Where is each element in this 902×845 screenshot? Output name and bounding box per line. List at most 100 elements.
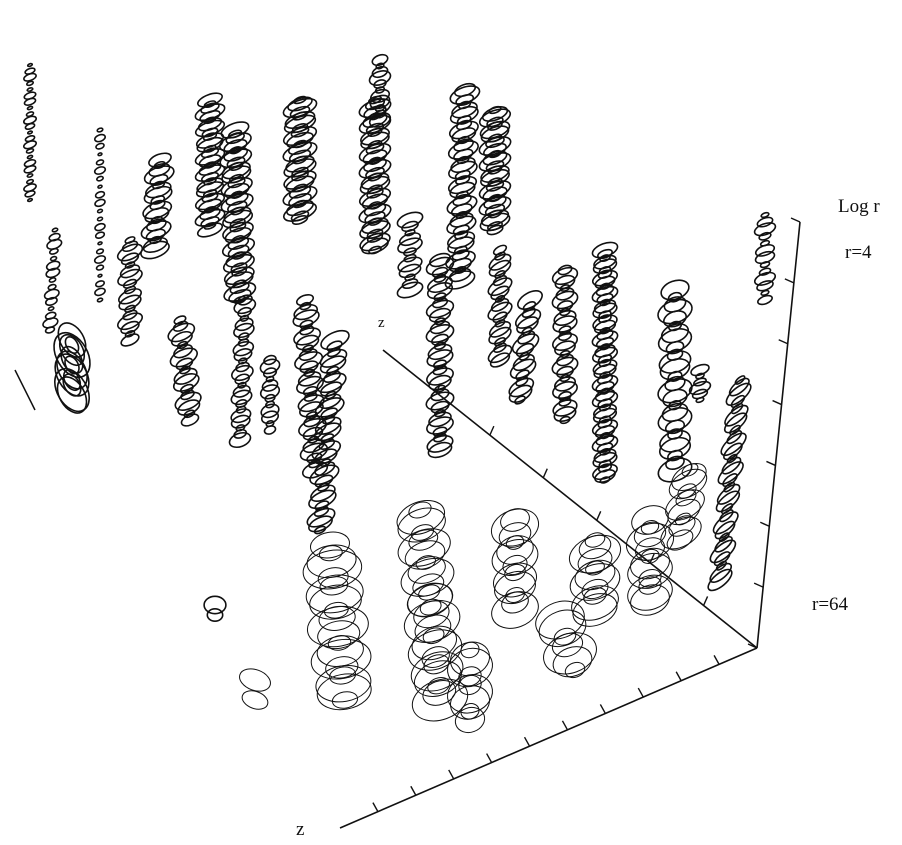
ellipse-cloud (14, 53, 777, 734)
ellipse (196, 222, 224, 238)
ellipse (179, 383, 194, 394)
ellipse (419, 598, 442, 616)
ellipse (720, 432, 747, 457)
ellipse (695, 396, 705, 404)
ellipse (422, 627, 445, 645)
ellipse (487, 277, 513, 297)
ellipse (671, 463, 707, 491)
ellipse (413, 660, 462, 697)
ellipse (423, 654, 450, 675)
ellipse (396, 211, 424, 229)
ellipse (585, 560, 605, 576)
ellipse (24, 122, 36, 130)
ellipse (227, 236, 250, 250)
ellipse (95, 142, 105, 150)
ellipse (291, 215, 309, 225)
ellipse (596, 292, 614, 304)
ellipse (397, 237, 423, 254)
ellipse (26, 173, 34, 178)
ellipse (398, 232, 422, 247)
tick (790, 217, 801, 223)
ellipse (456, 115, 472, 125)
ellipse (487, 301, 513, 321)
ellipse (94, 231, 106, 239)
ellipse (514, 308, 542, 329)
tick (448, 769, 455, 780)
ellipse (498, 522, 532, 548)
ellipse (428, 411, 452, 428)
r-top-label: r=4 (845, 242, 872, 263)
ellipse (635, 537, 665, 561)
ellipse (53, 331, 91, 379)
ellipse (241, 690, 269, 710)
ellipse (308, 489, 337, 510)
ellipse (228, 431, 252, 449)
ellipse (668, 515, 696, 537)
tick (489, 425, 495, 436)
ellipse (292, 309, 320, 328)
ellipse (408, 501, 432, 519)
ellipse (118, 288, 142, 305)
ellipse (432, 426, 448, 437)
ellipse (305, 411, 318, 420)
ellipse (234, 317, 254, 332)
ellipse (753, 271, 777, 286)
ellipse (638, 568, 662, 588)
ellipse (93, 255, 107, 264)
stray-stroke (14, 369, 36, 411)
ellipse (24, 190, 36, 198)
ellipse (407, 556, 446, 584)
ellipse (552, 646, 593, 678)
ellipse (299, 401, 324, 418)
ellipse (489, 352, 511, 368)
ellipse (717, 461, 744, 485)
ellipse (535, 600, 585, 640)
ellipse (301, 344, 314, 353)
ellipse (665, 455, 685, 471)
ellipse (412, 573, 445, 597)
ellipse (598, 310, 612, 320)
ellipse (23, 97, 37, 106)
ellipse (314, 397, 345, 418)
ellipse (662, 388, 688, 408)
ellipse (149, 173, 169, 187)
ellipse (581, 578, 609, 600)
ellipse (488, 326, 512, 345)
ellipse (760, 289, 770, 297)
ellipse (433, 292, 447, 302)
ellipse (313, 525, 327, 535)
ellipse (95, 264, 105, 271)
ellipse (94, 190, 106, 199)
ellipse (54, 353, 90, 397)
ellipse (174, 391, 202, 411)
ellipse (690, 363, 710, 377)
ellipse (591, 269, 619, 287)
ellipse (415, 555, 436, 570)
tick (713, 655, 720, 665)
tick (753, 582, 764, 588)
ellipse (714, 535, 733, 553)
ellipse (508, 384, 533, 403)
ellipse (362, 149, 388, 165)
ellipse (447, 647, 493, 688)
ellipse (598, 266, 612, 275)
ellipse (517, 290, 543, 310)
ellipse (201, 171, 219, 183)
ellipse (260, 403, 280, 419)
ellipse (552, 333, 578, 351)
ellipse (552, 399, 578, 417)
ellipse (315, 665, 372, 703)
ellipse (319, 348, 348, 368)
ellipse (594, 469, 616, 483)
ellipse (172, 373, 200, 392)
ellipse (597, 248, 613, 260)
ellipse (554, 376, 576, 392)
ellipse (299, 319, 314, 330)
ellipse (426, 367, 454, 386)
ellipse (60, 345, 84, 375)
ellipse (758, 231, 772, 241)
ellipse (287, 140, 313, 156)
ellipse (233, 322, 255, 339)
ellipse (397, 256, 423, 273)
